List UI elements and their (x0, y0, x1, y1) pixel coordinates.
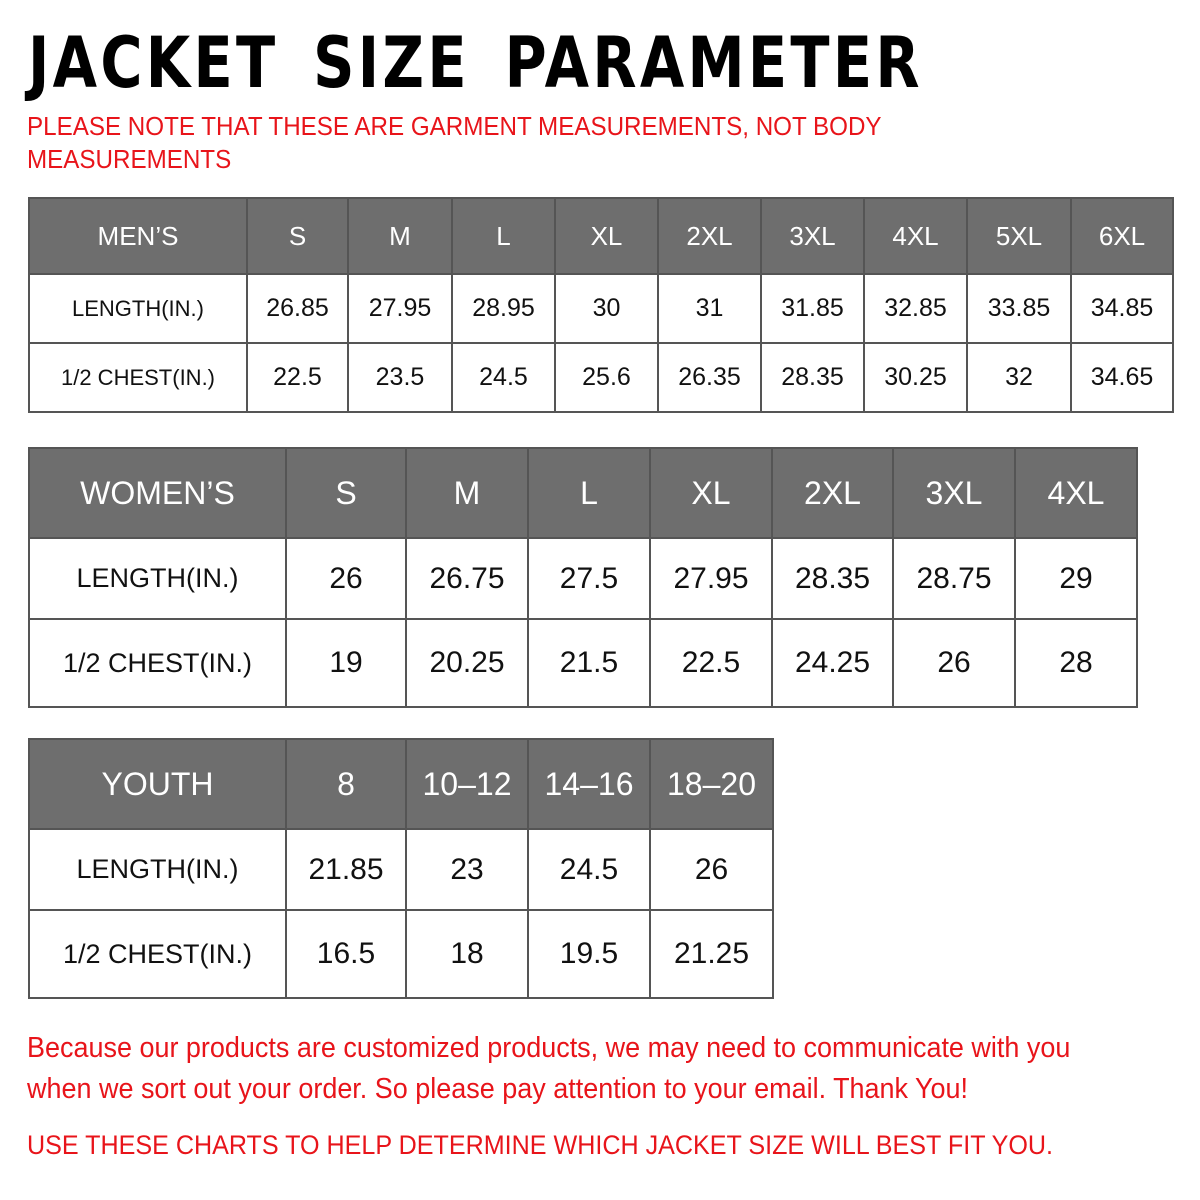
measurement-cell: 24.5 (527, 828, 651, 911)
measurement-cell: 26 (285, 537, 407, 620)
size-header-cell: 2XL (771, 447, 894, 539)
measurement-cell: 27.95 (347, 273, 453, 344)
size-header-cell: M (405, 447, 529, 539)
measurement-cell: 32.85 (863, 273, 968, 344)
table-row: LENGTH(IN.) 26 26.75 27.5 27.95 28.35 28.75 29 (28, 537, 1138, 620)
measurement-cell: 26.35 (657, 342, 762, 413)
row-label: LENGTH(IN.) (28, 273, 248, 344)
measurement-cell: 26 (892, 618, 1016, 708)
youth-size-table: YOUTH 8 10–12 14–16 18–20 LENGTH(IN.) 21.85 23 2… (28, 738, 774, 999)
size-header-cell: 4XL (863, 197, 968, 275)
measurement-cell: 31 (657, 273, 762, 344)
measurement-cell: 30.25 (863, 342, 968, 413)
men-size-table: MEN’S S M L XL 2XL 3XL 4XL 5XL 6XL LENGTH(IN.) 26.8… (28, 197, 1174, 413)
table-header-row: WOMEN’S S M L XL 2XL 3XL 4XL (28, 447, 1138, 539)
size-header-cell: 4XL (1014, 447, 1138, 539)
measurement-cell: 22.5 (649, 618, 773, 708)
size-header-cell: 3XL (760, 197, 865, 275)
size-header-cell: 5XL (966, 197, 1072, 275)
size-header-cell: 10–12 (405, 738, 529, 830)
measurement-cell: 23 (405, 828, 529, 911)
size-header-cell: L (451, 197, 556, 275)
row-label: 1/2 CHEST(IN.) (28, 342, 248, 413)
row-label: LENGTH(IN.) (28, 828, 287, 911)
measurement-cell: 28 (1014, 618, 1138, 708)
table-row: 1/2 CHEST(IN.) 19 20.25 21.5 22.5 24.25 26 28 (28, 618, 1138, 708)
measurement-cell: 19.5 (527, 909, 651, 999)
measurement-cell: 22.5 (246, 342, 349, 413)
size-advice: USE THESE CHARTS TO HELP DETERMINE WHICH… (27, 1130, 1054, 1160)
measurement-cell: 28.35 (760, 342, 865, 413)
measurement-cell: 23.5 (347, 342, 453, 413)
table-category-header: YOUTH (28, 738, 287, 830)
size-header-cell: 8 (285, 738, 407, 830)
measurement-cell: 24.25 (771, 618, 894, 708)
size-header-cell: 18–20 (649, 738, 774, 830)
page-title: JACKET SIZE PARAMETER (28, 22, 923, 104)
row-label: 1/2 CHEST(IN.) (28, 618, 287, 708)
measurement-cell: 28.75 (892, 537, 1016, 620)
measurement-note: PLEASE NOTE THAT THESE ARE GARMENT MEASU… (27, 111, 882, 174)
women-size-table: WOMEN’S S M L XL 2XL 3XL 4XL LENGTH(IN.) 26 26.75 2… (28, 447, 1138, 708)
table-category-header: WOMEN’S (28, 447, 287, 539)
measurement-cell: 31.85 (760, 273, 865, 344)
size-header-cell: 2XL (657, 197, 762, 275)
table-row: LENGTH(IN.) 26.85 27.95 28.95 30 31 31.85 32.85… (28, 273, 1174, 344)
measurement-cell: 21.25 (649, 909, 774, 999)
size-header-cell: L (527, 447, 651, 539)
measurement-cell: 34.65 (1070, 342, 1174, 413)
measurement-cell: 27.95 (649, 537, 773, 620)
size-header-cell: XL (554, 197, 659, 275)
measurement-cell: 16.5 (285, 909, 407, 999)
size-header-cell: S (246, 197, 349, 275)
table-row: 1/2 CHEST(IN.) 16.5 18 19.5 21.25 (28, 909, 774, 999)
measurement-cell: 19 (285, 618, 407, 708)
size-header-cell: 14–16 (527, 738, 651, 830)
measurement-cell: 20.25 (405, 618, 529, 708)
row-label: 1/2 CHEST(IN.) (28, 909, 287, 999)
measurement-cell: 26 (649, 828, 774, 911)
measurement-cell: 26.85 (246, 273, 349, 344)
table-category-header: MEN’S (28, 197, 248, 275)
table-row: LENGTH(IN.) 21.85 23 24.5 26 (28, 828, 774, 911)
measurement-cell: 25.6 (554, 342, 659, 413)
measurement-cell: 34.85 (1070, 273, 1174, 344)
size-header-cell: S (285, 447, 407, 539)
measurement-cell: 24.5 (451, 342, 556, 413)
size-header-cell: XL (649, 447, 773, 539)
size-header-cell: 3XL (892, 447, 1016, 539)
measurement-cell: 18 (405, 909, 529, 999)
measurement-cell: 32 (966, 342, 1072, 413)
measurement-cell: 27.5 (527, 537, 651, 620)
size-header-cell: 6XL (1070, 197, 1174, 275)
measurement-cell: 21.85 (285, 828, 407, 911)
table-header-row: MEN’S S M L XL 2XL 3XL 4XL 5XL 6XL (28, 197, 1174, 275)
measurement-cell: 21.5 (527, 618, 651, 708)
row-label: LENGTH(IN.) (28, 537, 287, 620)
size-header-cell: M (347, 197, 453, 275)
table-row: 1/2 CHEST(IN.) 22.5 23.5 24.5 25.6 26.35 28.35… (28, 342, 1174, 413)
measurement-cell: 28.35 (771, 537, 894, 620)
measurement-cell: 29 (1014, 537, 1138, 620)
customization-message: Because our products are customized prod… (27, 1032, 1071, 1105)
measurement-cell: 30 (554, 273, 659, 344)
table-header-row: YOUTH 8 10–12 14–16 18–20 (28, 738, 774, 830)
measurement-cell: 33.85 (966, 273, 1072, 344)
measurement-cell: 28.95 (451, 273, 556, 344)
measurement-cell: 26.75 (405, 537, 529, 620)
